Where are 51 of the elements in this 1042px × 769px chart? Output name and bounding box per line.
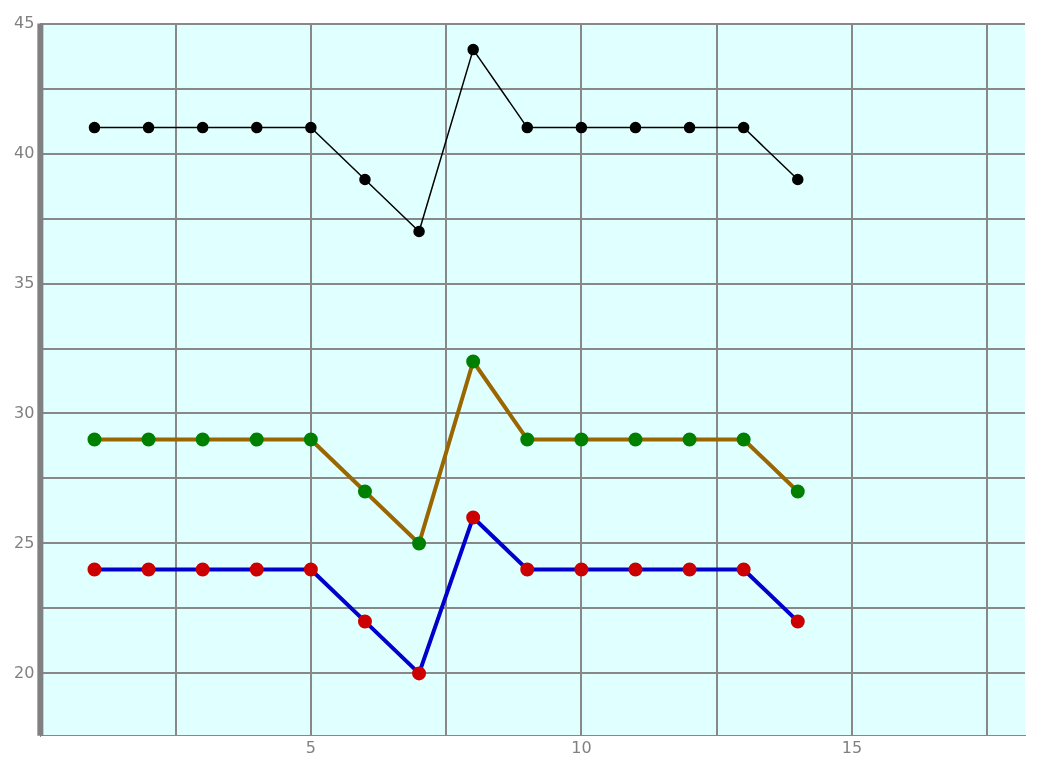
point <box>249 562 264 577</box>
point <box>141 562 156 577</box>
point <box>357 484 372 499</box>
point <box>88 121 101 134</box>
y-tick-label: 30 <box>14 402 35 422</box>
x-tick-label: 5 <box>305 737 316 757</box>
point <box>682 432 697 447</box>
y-tick-label: 20 <box>14 662 35 682</box>
x-tick-label: 10 <box>571 737 592 757</box>
point <box>303 432 318 447</box>
point <box>790 614 805 629</box>
y-tick-label: 25 <box>14 532 35 552</box>
point <box>792 173 804 186</box>
point <box>305 121 317 134</box>
point <box>466 354 481 369</box>
point <box>87 562 102 577</box>
point <box>87 432 102 447</box>
y-tick-label: 40 <box>14 142 35 162</box>
point <box>467 43 479 56</box>
point <box>413 225 425 238</box>
point <box>249 432 264 447</box>
point <box>521 121 534 134</box>
point <box>251 121 263 134</box>
point <box>682 562 697 577</box>
point <box>142 121 155 134</box>
point <box>195 562 210 577</box>
point <box>412 666 427 681</box>
point <box>736 432 751 447</box>
point <box>629 121 642 134</box>
point <box>628 432 643 447</box>
point <box>575 121 588 134</box>
point <box>790 484 805 499</box>
point <box>412 536 427 551</box>
point <box>737 121 750 134</box>
point <box>574 562 589 577</box>
point <box>357 614 372 629</box>
point <box>574 432 589 447</box>
point <box>359 173 371 186</box>
point <box>466 510 481 525</box>
point <box>520 432 535 447</box>
point <box>736 562 751 577</box>
y-tick-label: 35 <box>14 272 35 292</box>
point <box>195 432 210 447</box>
point <box>683 121 696 134</box>
point <box>141 432 156 447</box>
point <box>628 562 643 577</box>
point <box>520 562 535 577</box>
point <box>303 562 318 577</box>
x-tick-label: 15 <box>841 737 863 757</box>
y-tick-label: 45 <box>14 12 35 32</box>
point <box>196 121 209 134</box>
